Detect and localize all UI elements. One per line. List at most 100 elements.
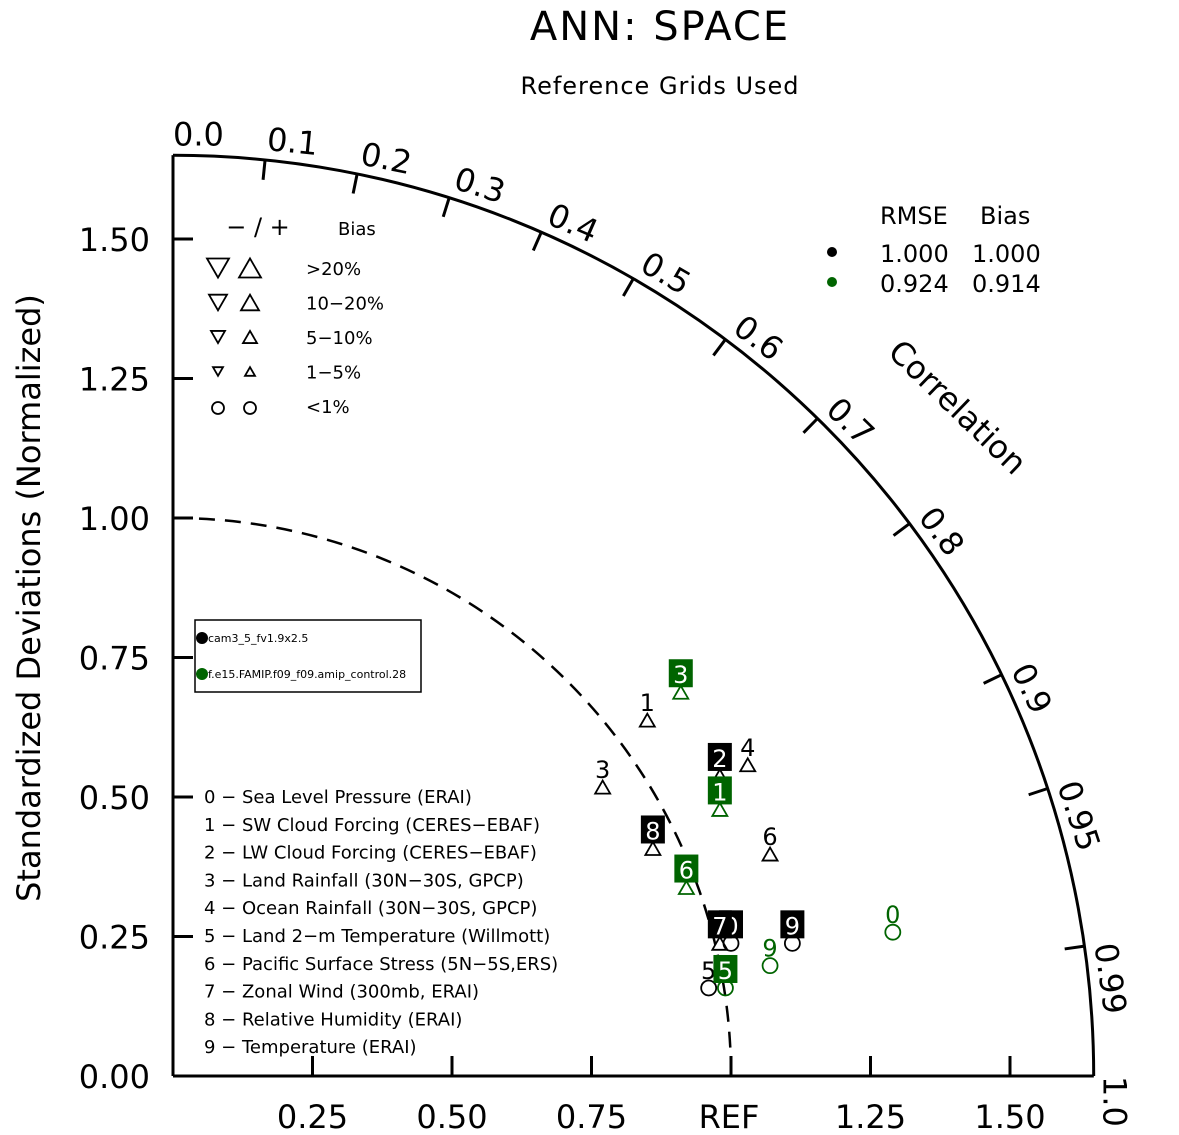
point-marker — [761, 957, 779, 975]
bias-legend-label: <1% — [306, 397, 350, 418]
x-tick-label: 1.25 — [835, 1098, 906, 1135]
variable-legend-item: 3 − Land Rainfall (30N−30S, GPCP) — [204, 870, 524, 891]
variable-legend-item: 2 − LW Cloud Forcing (CERES−EBAF) — [204, 843, 537, 864]
case-legend-dot-icon — [196, 632, 208, 644]
corr-tick-label: 0.5 — [634, 244, 697, 302]
point-label-box — [707, 742, 732, 771]
point-label-box — [640, 815, 665, 844]
variable-legend: 0 − Sea Level Pressure (ERAI) 1 − SW Clou… — [204, 787, 558, 1058]
chart-title: ANN: SPACE — [530, 4, 790, 50]
outer-arc — [172, 153, 1096, 1077]
corr-tick-mark — [982, 673, 1003, 685]
y-tick-label: 0.00 — [79, 1058, 150, 1096]
point-marker — [593, 778, 612, 795]
bias-legend-up-triangle-icon — [243, 365, 257, 377]
variable-legend-item: 5 − Land 2−m Temperature (Willmott) — [204, 926, 550, 947]
point-label: 0 — [885, 901, 900, 929]
point-label: 1 — [712, 778, 727, 806]
point-label: 1 — [640, 689, 655, 717]
corr-tick-mark — [441, 197, 451, 218]
point-label-box — [668, 659, 693, 688]
point-label: 8 — [645, 817, 660, 845]
bias-legend-header: Bias — [338, 219, 376, 240]
corr-tick-mark — [351, 173, 359, 194]
y-ticks: 0.00 0.25 0.50 0.75 1.00 1.25 1.50 — [79, 221, 193, 1096]
bias-legend-symbols: − / + — [226, 213, 290, 241]
point-label: 9 — [762, 935, 777, 963]
ref-label: REF — [699, 1098, 760, 1135]
x-tick-label: 0.50 — [416, 1098, 487, 1135]
point-label: 5 — [701, 957, 716, 985]
bias-legend-circle-icon — [243, 401, 257, 415]
case-legend-label: f.e15.FAMIP.f09_f09.amip_control.28 — [208, 668, 406, 681]
corr-tick-label: 0.7 — [819, 390, 882, 453]
point-marker — [638, 711, 657, 728]
case-legend-box — [194, 619, 422, 693]
point-marker — [643, 840, 662, 856]
case-legend: cam3_5_fv1.9x2.5 f.e15.FAMIP.f09_f09.amip… — [194, 619, 422, 693]
bias-legend-label: 1−5% — [306, 363, 361, 384]
point-marker — [700, 979, 718, 997]
point-marker — [738, 756, 757, 773]
point-label: 9 — [785, 912, 800, 940]
rmse-legend-bias: 1.000 — [972, 240, 1041, 268]
point-marker — [710, 801, 729, 817]
point-label-box — [707, 776, 732, 805]
x-tick-label: 0.25 — [277, 1098, 348, 1135]
bias-legend-label: 5−10% — [306, 328, 373, 349]
rmse-legend-dot-icon — [827, 247, 837, 257]
corr-tick-mark — [1028, 787, 1049, 797]
case-legend-dot-icon — [196, 668, 208, 680]
point-label: 3 — [673, 661, 688, 689]
corr-tick-mark — [892, 522, 911, 537]
corr-tick-label: 1.0 — [1096, 1076, 1134, 1127]
variable-legend-item: 7 − Zonal Wind (300mb, ERAI) — [204, 982, 479, 1003]
bias-legend-down-triangle-icon — [207, 293, 229, 313]
point-label: 4 — [740, 734, 755, 762]
point-marker — [671, 683, 690, 700]
corr-tick-label: 0.99 — [1086, 940, 1134, 1016]
point-label-box — [707, 910, 732, 939]
point-label-box — [674, 854, 699, 883]
bias-legend-up-triangle-icon — [237, 256, 263, 279]
corr-tick-mark — [712, 338, 727, 357]
rmse-legend-rmse: 0.924 — [880, 270, 949, 298]
rmse-legend-header-rmse: RMSE — [880, 202, 948, 230]
variable-legend-item: 9 − Temperature (ERAI) — [204, 1037, 417, 1058]
point-marker — [677, 879, 696, 895]
variable-legend-item: 6 − Pacific Surface Stress (5N−5S,ERS) — [204, 954, 558, 975]
x-tick-label: 0.75 — [556, 1098, 627, 1135]
bias-legend-down-triangle-icon — [205, 257, 231, 280]
bias-legend-up-triangle-icon — [241, 329, 259, 344]
point-marker — [710, 935, 729, 951]
y-tick-label: 1.25 — [79, 361, 150, 399]
data-points: 0123456789013569 — [593, 659, 902, 997]
corr-tick-label: 0.6 — [727, 307, 791, 368]
bias-legend-down-triangle-icon — [211, 366, 225, 378]
point-label: 3 — [595, 756, 610, 784]
y-tick-label: 1.00 — [79, 500, 150, 538]
corr-tick-label: 0.9 — [1003, 657, 1059, 719]
point-marker — [884, 923, 902, 941]
x-tick-label: 1.50 — [974, 1098, 1045, 1135]
corr-tick-label: 0.3 — [450, 160, 510, 212]
corr-tick-mark — [1064, 944, 1085, 951]
bias-legend-label: >20% — [306, 259, 361, 280]
y-axis-label: Standardized Deviations (Normalized) — [10, 294, 48, 902]
rmse-legend-bias: 0.914 — [972, 270, 1041, 298]
variable-legend-item: 4 − Ocean Rainfall (30N−30S, GPCP) — [204, 898, 537, 919]
x-ticks: 0.25 0.50 0.75 1.25 1.50 — [277, 1056, 1046, 1135]
y-tick-label: 0.25 — [79, 919, 150, 957]
point-label: 2 — [712, 745, 727, 773]
corr-tick-label: 0.95 — [1050, 776, 1108, 856]
variable-legend-item: 1 − SW Cloud Forcing (CERES−EBAF) — [204, 815, 540, 836]
case-legend-label: cam3_5_fv1.9x2.5 — [208, 632, 308, 645]
bias-legend-up-triangle-icon — [239, 292, 261, 312]
rmse-legend-rmse: 1.000 — [880, 240, 949, 268]
corr-tick-label: 0.4 — [542, 196, 604, 251]
chart-subtitle: Reference Grids Used — [520, 72, 799, 100]
corr-tick-label: 0.1 — [265, 120, 319, 163]
point-label: 6 — [679, 857, 694, 885]
